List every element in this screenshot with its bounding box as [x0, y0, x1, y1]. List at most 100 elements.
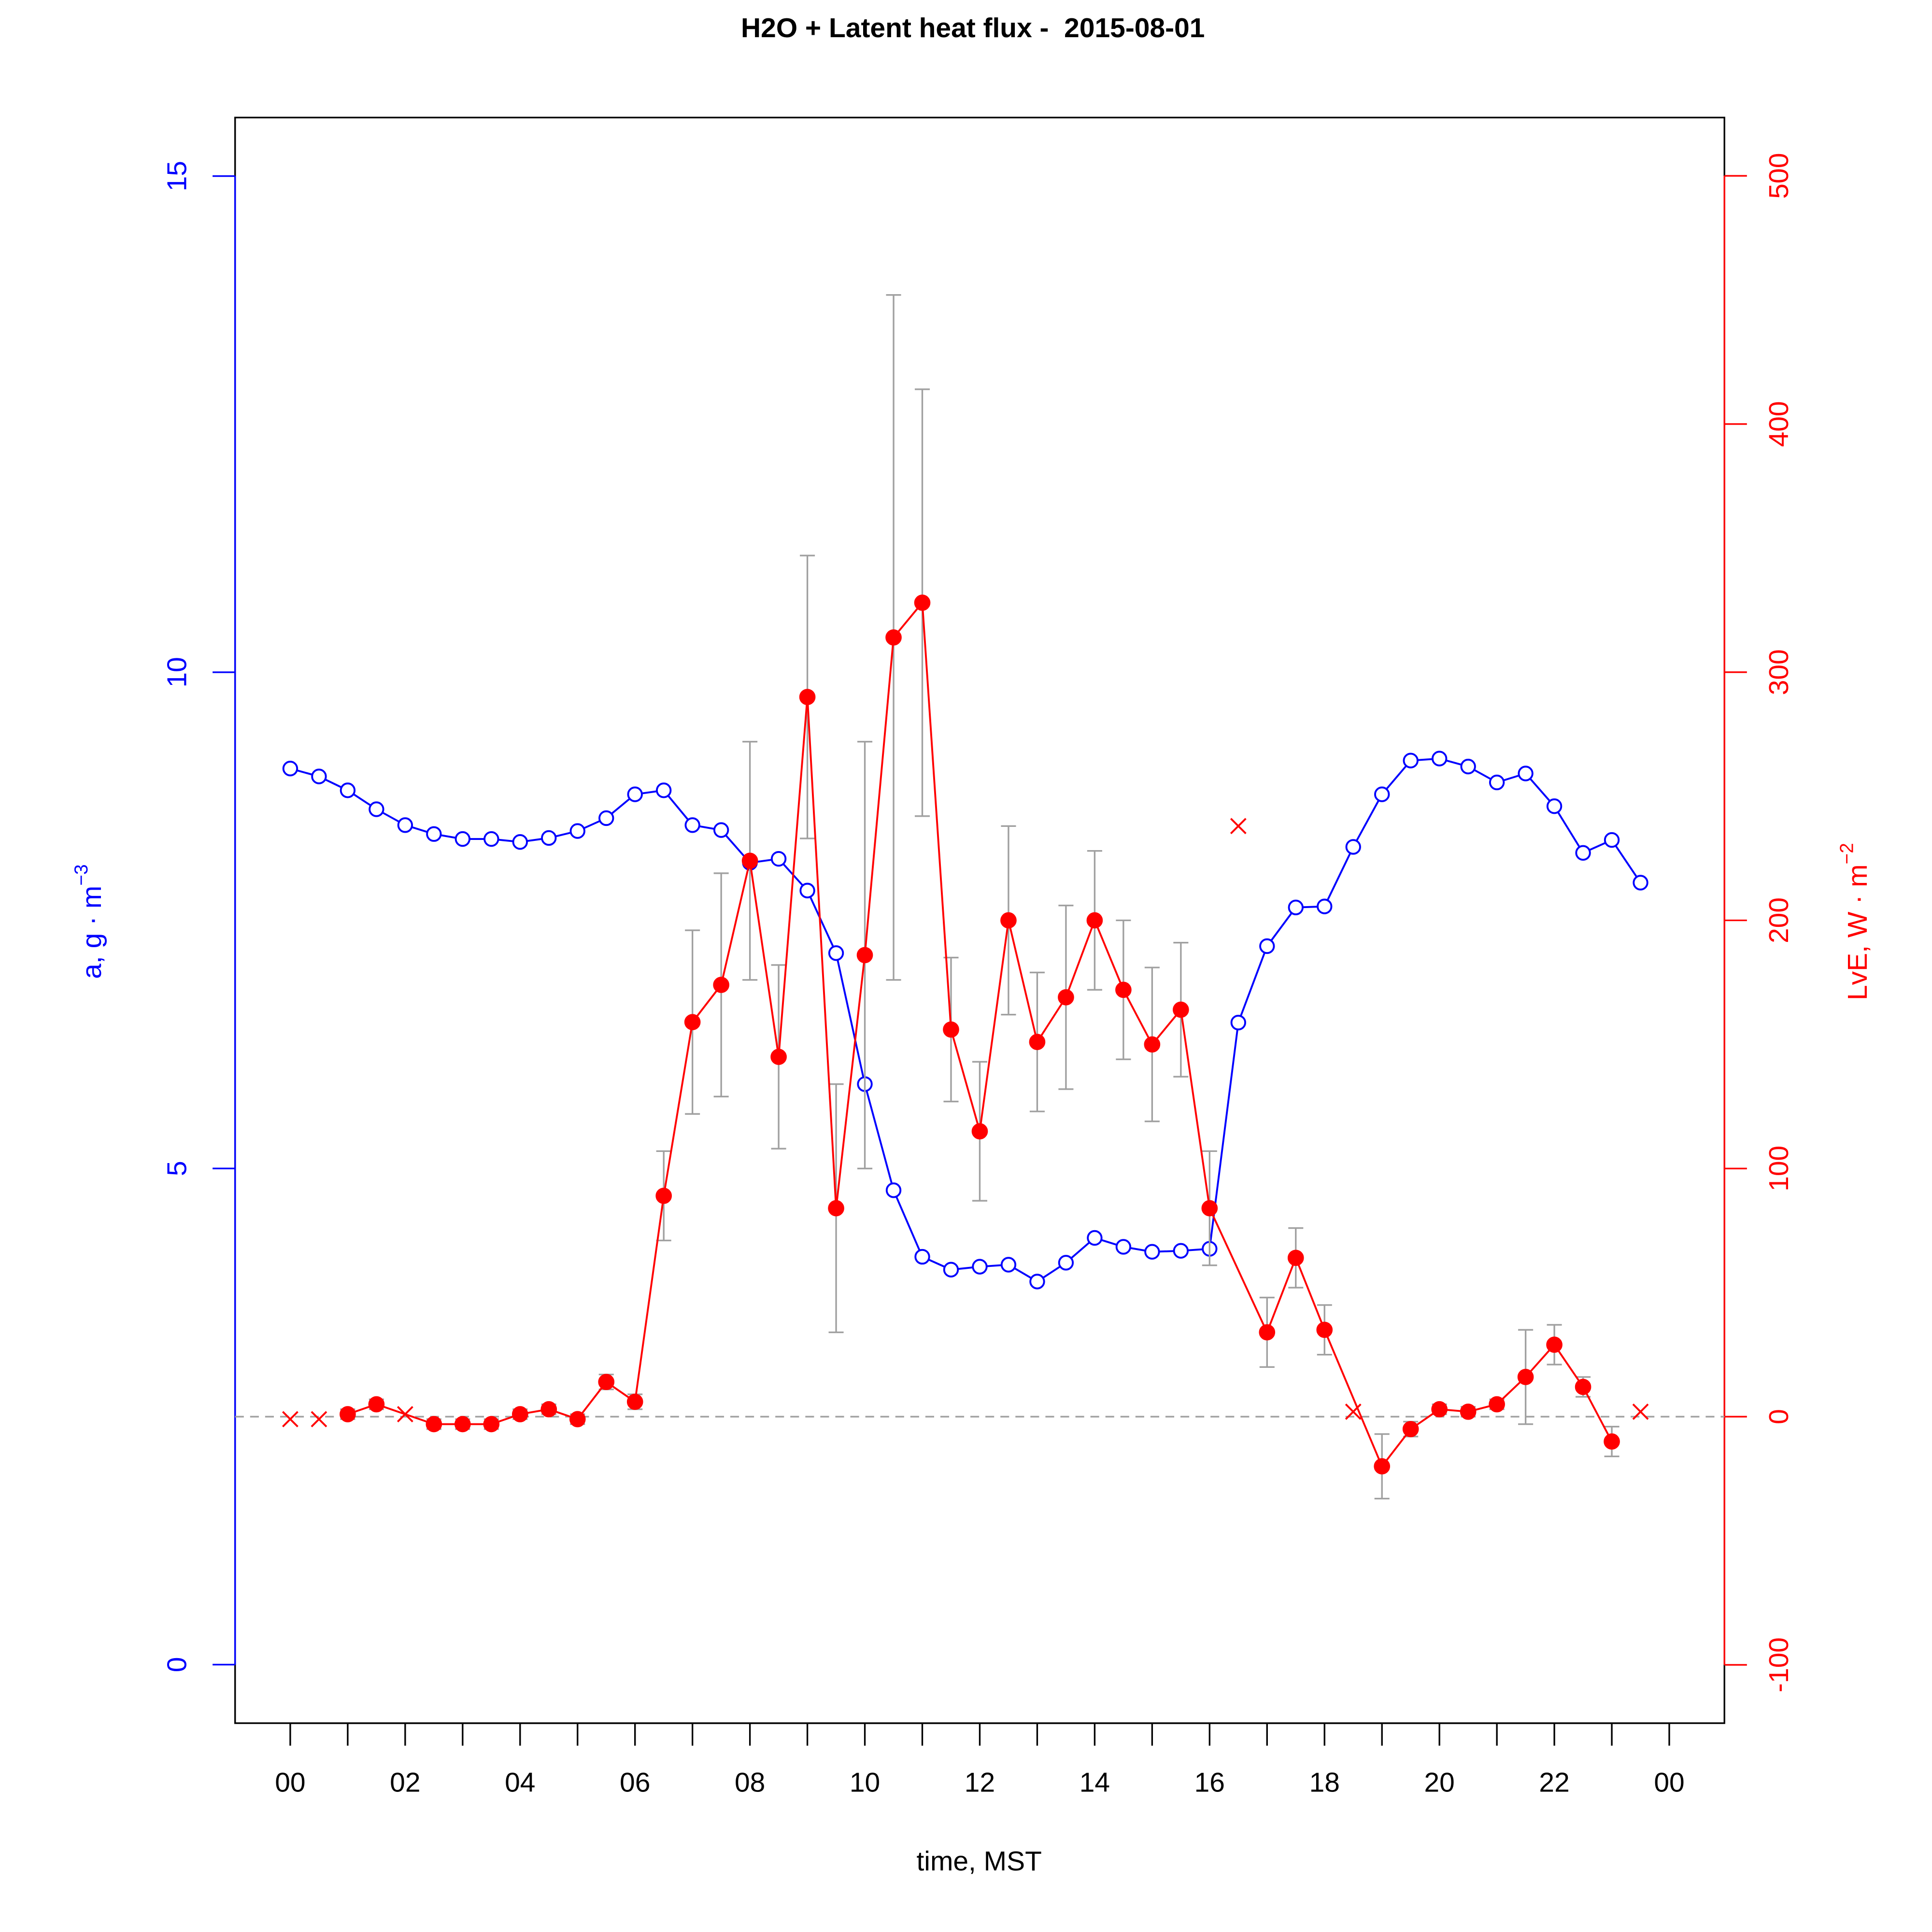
x-tick-label: 00	[275, 1767, 305, 1798]
point	[885, 1182, 902, 1198]
point	[282, 760, 298, 777]
point	[1259, 938, 1275, 954]
point	[1115, 981, 1132, 998]
point	[656, 782, 672, 798]
point	[397, 817, 413, 833]
x-tick-label: 00	[1654, 1767, 1684, 1798]
x-tick-label: 20	[1424, 1767, 1455, 1798]
x-axis-title: time, MST	[916, 1846, 1041, 1877]
x-tick-label: 02	[390, 1767, 420, 1798]
point	[1259, 1324, 1276, 1341]
x-tick-label: 16	[1194, 1767, 1225, 1798]
point	[426, 826, 442, 842]
point	[799, 689, 816, 705]
point	[971, 1123, 988, 1140]
point	[1000, 1257, 1017, 1273]
point	[1489, 1396, 1505, 1413]
point	[1633, 875, 1648, 891]
x-tick-label: 18	[1309, 1767, 1340, 1798]
chart-title: H2O + Latent heat flux - 2015-08-01	[741, 13, 1205, 43]
point	[1403, 753, 1419, 768]
point	[885, 629, 902, 646]
x-tick-label: 08	[735, 1767, 765, 1798]
point	[1086, 912, 1103, 929]
point	[655, 1187, 672, 1204]
point	[1201, 1200, 1218, 1217]
point	[1173, 1243, 1189, 1259]
point	[1431, 1401, 1448, 1418]
point	[713, 822, 729, 838]
point	[1517, 1369, 1534, 1385]
point	[741, 852, 758, 869]
x-tick-label: 12	[965, 1767, 995, 1798]
y-tick-label: 0	[161, 1657, 192, 1673]
point	[1575, 845, 1591, 861]
y2-axis-title: LvE, W · m−2	[1837, 843, 1873, 1000]
point	[1058, 989, 1074, 1006]
y2-tick-label: 100	[1763, 1146, 1794, 1192]
point	[397, 1406, 413, 1422]
point	[972, 1259, 988, 1275]
point	[684, 817, 700, 833]
point	[1431, 751, 1448, 767]
point	[540, 1401, 557, 1418]
point	[454, 1416, 471, 1433]
y2-tick-label: 400	[1763, 401, 1794, 447]
point	[340, 782, 356, 798]
point	[455, 831, 471, 847]
point	[1087, 1230, 1103, 1246]
point	[1173, 1001, 1189, 1018]
x-tick-label: 10	[850, 1767, 880, 1798]
point	[684, 1014, 701, 1030]
point	[340, 1406, 356, 1422]
point	[1144, 1244, 1160, 1260]
y-tick-label: 15	[161, 161, 192, 191]
point	[1460, 1403, 1477, 1420]
point	[1632, 1403, 1649, 1420]
point	[1029, 1034, 1046, 1051]
point	[1546, 798, 1563, 814]
x-tick-label: 22	[1539, 1767, 1569, 1798]
point	[483, 1416, 500, 1433]
y2-axis-title-sup: −2	[1837, 843, 1858, 864]
point	[1144, 1036, 1161, 1053]
point	[598, 810, 614, 826]
point	[598, 1374, 615, 1390]
point	[426, 1416, 442, 1433]
y-tick-label: 5	[161, 1161, 192, 1176]
point	[1316, 1321, 1333, 1338]
point	[1460, 758, 1476, 775]
point	[1287, 1250, 1304, 1266]
point	[914, 1249, 930, 1265]
y2-tick-label: 200	[1763, 897, 1794, 943]
point	[1374, 786, 1390, 802]
point	[770, 1049, 787, 1065]
point	[282, 1411, 298, 1428]
x-tick-label: 06	[620, 1767, 650, 1798]
point	[541, 830, 557, 846]
point	[943, 1262, 959, 1278]
point	[511, 1406, 528, 1422]
point	[856, 947, 873, 964]
point	[627, 786, 643, 802]
point	[512, 834, 528, 850]
point	[483, 831, 499, 847]
y2-axis-title-base: LvE, W · m	[1842, 864, 1873, 1000]
point	[1288, 899, 1304, 915]
point	[914, 595, 931, 611]
point	[1230, 1014, 1246, 1031]
point	[569, 823, 585, 839]
point	[1518, 766, 1534, 781]
point	[1000, 912, 1017, 929]
point	[1489, 774, 1505, 791]
point	[1029, 1274, 1045, 1290]
y2-tick-label: 0	[1763, 1409, 1794, 1424]
point	[1604, 832, 1620, 848]
point	[569, 1411, 586, 1428]
y2-tick-label: 300	[1763, 649, 1794, 695]
point	[311, 768, 327, 784]
point	[1575, 1378, 1591, 1395]
point	[1115, 1239, 1132, 1255]
